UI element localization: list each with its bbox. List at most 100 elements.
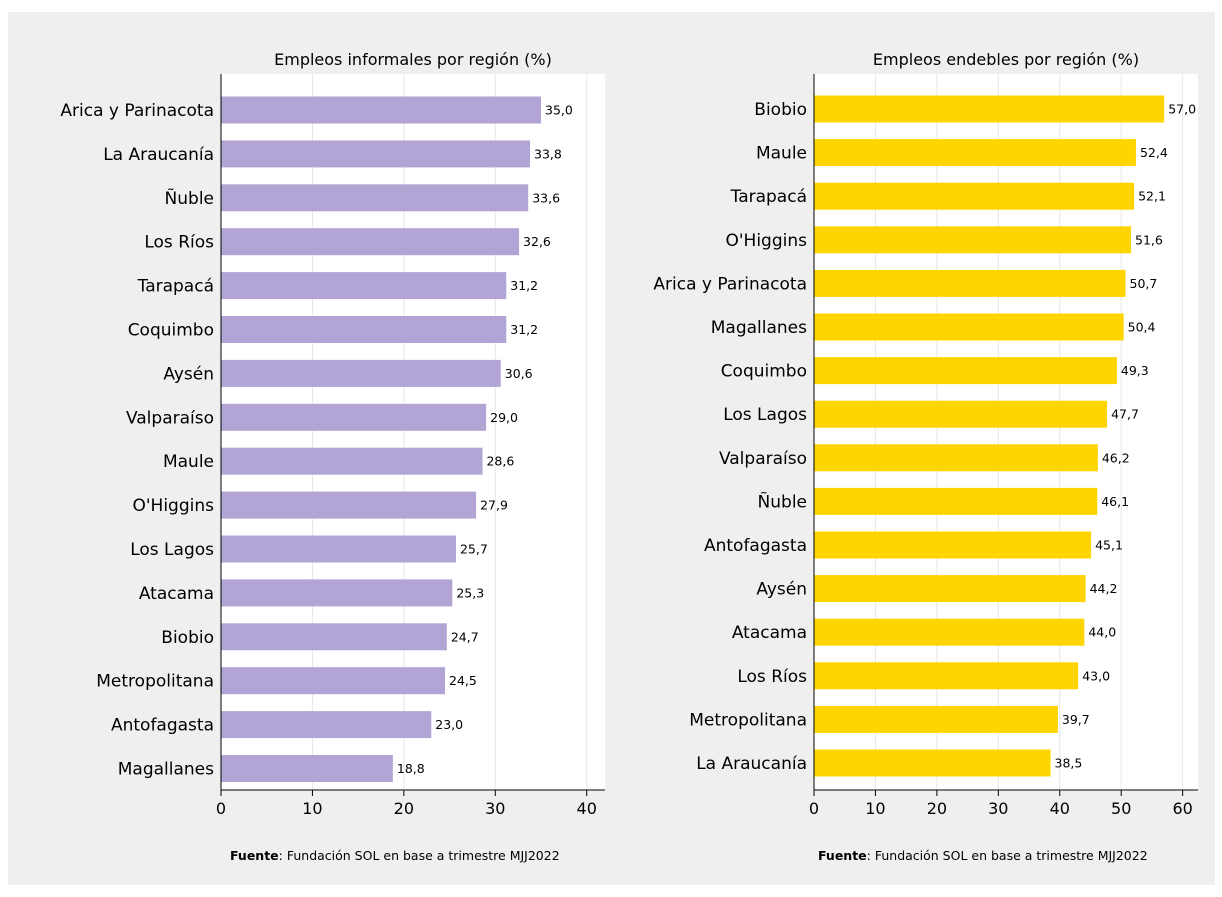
value-label: 33,6: [532, 190, 560, 205]
bar: [221, 140, 531, 168]
bar: [221, 228, 520, 256]
bar: [221, 316, 507, 343]
category-label: Valparaíso: [719, 449, 807, 469]
category-label: Arica y Parinacota: [60, 101, 214, 121]
x-tick-label: 0: [216, 799, 226, 818]
category-label: Aysén: [756, 580, 807, 600]
x-tick-label: 40: [1050, 799, 1070, 818]
category-label: Maule: [163, 452, 214, 472]
bar: [221, 96, 541, 124]
category-label: Atacama: [732, 623, 807, 643]
figure-background: Empleos informales por región (%) Arica y…: [8, 12, 1215, 885]
value-label: 52,1: [1138, 189, 1166, 204]
value-label: 50,4: [1128, 320, 1156, 335]
value-label: 31,2: [510, 278, 538, 293]
value-label: 38,5: [1055, 756, 1083, 771]
x-tick-label: 50: [1111, 799, 1131, 818]
category-label: Los Ríos: [144, 233, 214, 253]
category-label: Tarapacá: [730, 187, 807, 207]
bar: [221, 491, 477, 519]
chart-informales: Empleos informales por región (%) Arica y…: [8, 12, 608, 885]
chart-endebles-svg: Empleos endebles por región (%) Biobio 57,…: [653, 50, 1198, 818]
category-label: Ñuble: [758, 490, 807, 512]
value-label: 24,7: [451, 629, 479, 644]
x-tick-label: 40: [577, 799, 597, 818]
x-tick-label: 30: [485, 799, 505, 818]
bar: [814, 357, 1117, 385]
value-label: 31,2: [510, 322, 538, 337]
category-label: Valparaíso: [126, 408, 214, 428]
bar: [221, 623, 447, 651]
category-label: Biobio: [754, 100, 807, 120]
value-label: 27,9: [480, 498, 508, 513]
bar: [221, 403, 487, 431]
bar: [221, 184, 529, 212]
bar: [221, 755, 393, 782]
category-label: O'Higgins: [133, 496, 215, 516]
bar: [221, 447, 483, 475]
category-label: La Araucanía: [696, 754, 807, 774]
value-label: 47,7: [1111, 407, 1139, 422]
category-label: O'Higgins: [726, 231, 808, 251]
bar: [221, 667, 445, 695]
bar: [814, 749, 1051, 777]
x-tick-label: 10: [302, 799, 322, 818]
category-label: Ñuble: [165, 187, 214, 209]
source-text: : Fundación SOL en base a trimestre MJJ2…: [866, 848, 1148, 863]
value-label: 45,1: [1095, 538, 1123, 553]
category-label: Magallanes: [711, 318, 807, 338]
bar: [814, 662, 1079, 690]
category-label: Metropolitana: [689, 710, 807, 730]
category-label: Aysén: [163, 364, 214, 384]
category-label: Biobio: [161, 628, 214, 648]
value-label: 46,2: [1102, 450, 1130, 465]
bar: [814, 139, 1136, 167]
value-label: 35,0: [545, 103, 573, 118]
value-label: 23,0: [435, 717, 463, 732]
value-label: 25,7: [460, 542, 488, 557]
value-label: 52,4: [1140, 145, 1168, 160]
x-tick-label: 20: [927, 799, 947, 818]
bar: [814, 444, 1098, 472]
bar: [814, 226, 1132, 254]
value-label: 29,0: [490, 410, 518, 425]
chart-informales-svg: Empleos informales por región (%) Arica y…: [60, 50, 605, 818]
category-label: Los Lagos: [130, 540, 214, 560]
source-text: : Fundación SOL en base a trimestre MJJ2…: [278, 848, 560, 863]
bar: [221, 272, 507, 300]
bar: [814, 531, 1092, 559]
x-tick-label: 60: [1172, 799, 1192, 818]
value-label: 44,2: [1090, 581, 1118, 596]
bar: [221, 711, 432, 739]
category-label: Magallanes: [118, 760, 214, 780]
chart-title: Empleos endebles por región (%): [873, 50, 1139, 69]
source-note-endebles: Fuente: Fundación SOL en base a trimestr…: [818, 848, 1148, 863]
value-label: 44,0: [1088, 625, 1116, 640]
category-label: La Araucanía: [103, 145, 214, 165]
bar: [221, 535, 456, 563]
bar: [221, 359, 501, 387]
value-label: 43,0: [1082, 668, 1110, 683]
category-label: Los Lagos: [723, 405, 807, 425]
source-label: Fuente: [230, 848, 279, 863]
category-label: Arica y Parinacota: [653, 274, 807, 294]
value-label: 51,6: [1135, 232, 1163, 247]
bar: [814, 705, 1058, 733]
chart-endebles: Empleos endebles por región (%) Biobio 57,…: [608, 12, 1215, 885]
bar: [814, 400, 1108, 428]
bar: [814, 313, 1124, 341]
category-label: Coquimbo: [128, 321, 214, 341]
x-tick-label: 30: [988, 799, 1008, 818]
value-label: 24,5: [449, 673, 477, 688]
value-label: 57,0: [1168, 102, 1196, 117]
bar: [814, 618, 1085, 646]
category-label: Maule: [756, 144, 807, 164]
category-label: Los Ríos: [737, 667, 807, 687]
bar: [814, 575, 1086, 603]
bar: [814, 182, 1135, 210]
bar: [814, 95, 1165, 123]
value-label: 39,7: [1062, 712, 1090, 727]
value-label: 33,8: [534, 146, 562, 161]
value-label: 30,6: [505, 366, 533, 381]
value-label: 46,1: [1101, 494, 1129, 509]
